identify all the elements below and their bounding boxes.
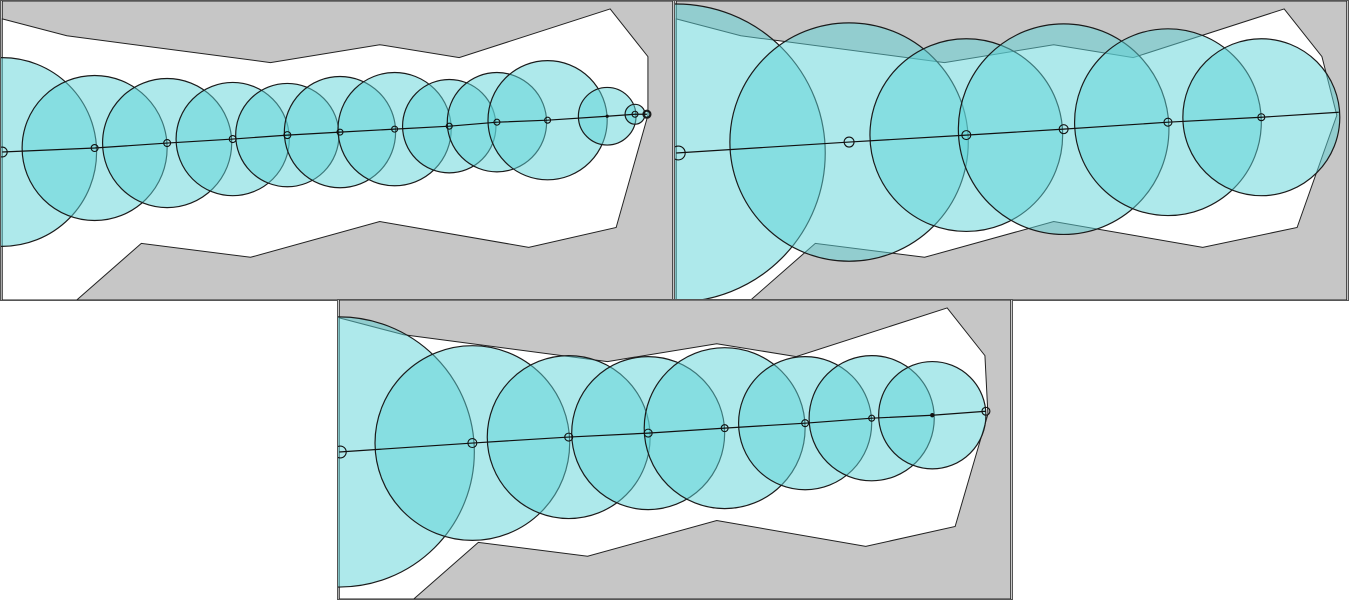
- path-nodes: [1, 110, 651, 158]
- start-node: [1, 146, 8, 158]
- path-node: [467, 438, 478, 449]
- end-node: [981, 406, 991, 416]
- path-node: [493, 118, 501, 126]
- medial-axis-path: [676, 111, 1339, 154]
- panel-c-canvas: [338, 300, 1012, 599]
- end-node: [643, 110, 651, 118]
- path-node: [283, 131, 292, 140]
- panel-fine-cover: [0, 0, 675, 301]
- path-node: [163, 139, 172, 148]
- medial-axis-path: [339, 410, 986, 453]
- path-node: [631, 110, 639, 118]
- start-node: [675, 145, 686, 161]
- panel-a-canvas: [1, 1, 674, 300]
- path-node: [1257, 113, 1266, 122]
- path-node: [605, 114, 609, 118]
- path-node: [391, 125, 399, 133]
- path-node: [544, 116, 552, 124]
- path-node: [868, 414, 876, 422]
- start-node: [338, 445, 347, 459]
- path-nodes: [675, 113, 1266, 161]
- path-node: [336, 128, 344, 136]
- path-node: [720, 424, 729, 433]
- path-node: [564, 432, 574, 442]
- path-node: [1163, 117, 1173, 127]
- path-nodes: [338, 406, 991, 459]
- panel-coarse-cover: [674, 0, 1349, 301]
- path-node: [961, 130, 972, 141]
- path-node: [445, 122, 453, 130]
- path-node: [843, 136, 855, 148]
- path-node: [1058, 124, 1069, 135]
- path-node: [801, 419, 810, 428]
- path-node: [228, 135, 237, 144]
- panel-medium-cover: [337, 299, 1013, 600]
- path-node: [90, 143, 99, 153]
- path-node: [930, 413, 935, 418]
- path-node: [643, 428, 653, 438]
- panel-b-canvas: [675, 1, 1348, 300]
